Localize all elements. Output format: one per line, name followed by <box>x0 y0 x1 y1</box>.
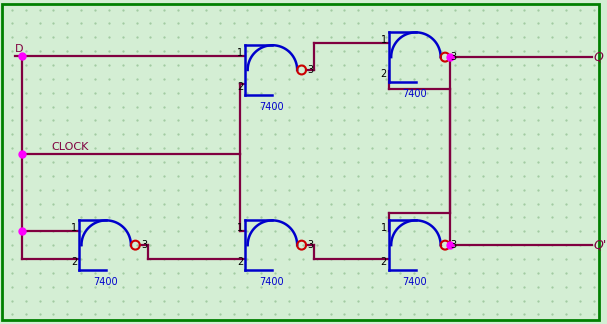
Text: 3: 3 <box>141 240 147 250</box>
Text: 3: 3 <box>307 240 313 250</box>
Text: 7400: 7400 <box>259 277 283 287</box>
Text: 3: 3 <box>307 65 313 75</box>
Text: 1: 1 <box>71 223 77 233</box>
Text: Q: Q <box>594 51 603 64</box>
Text: D: D <box>15 44 23 54</box>
Text: 7400: 7400 <box>402 89 427 99</box>
Text: 7400: 7400 <box>93 277 117 287</box>
Text: 1: 1 <box>237 223 243 233</box>
Text: Q': Q' <box>594 238 607 252</box>
Text: 2: 2 <box>381 69 387 79</box>
Text: 1: 1 <box>381 35 387 45</box>
Text: 3: 3 <box>450 52 456 62</box>
Text: 2: 2 <box>237 257 243 267</box>
Text: 2: 2 <box>237 82 243 92</box>
Text: 1: 1 <box>381 223 387 233</box>
Text: 2: 2 <box>71 257 77 267</box>
Text: 2: 2 <box>381 257 387 267</box>
Text: 7400: 7400 <box>402 277 427 287</box>
Text: 7400: 7400 <box>259 102 283 112</box>
Text: 1: 1 <box>237 48 243 58</box>
Text: CLOCK: CLOCK <box>52 142 89 152</box>
Text: 3: 3 <box>450 240 456 250</box>
